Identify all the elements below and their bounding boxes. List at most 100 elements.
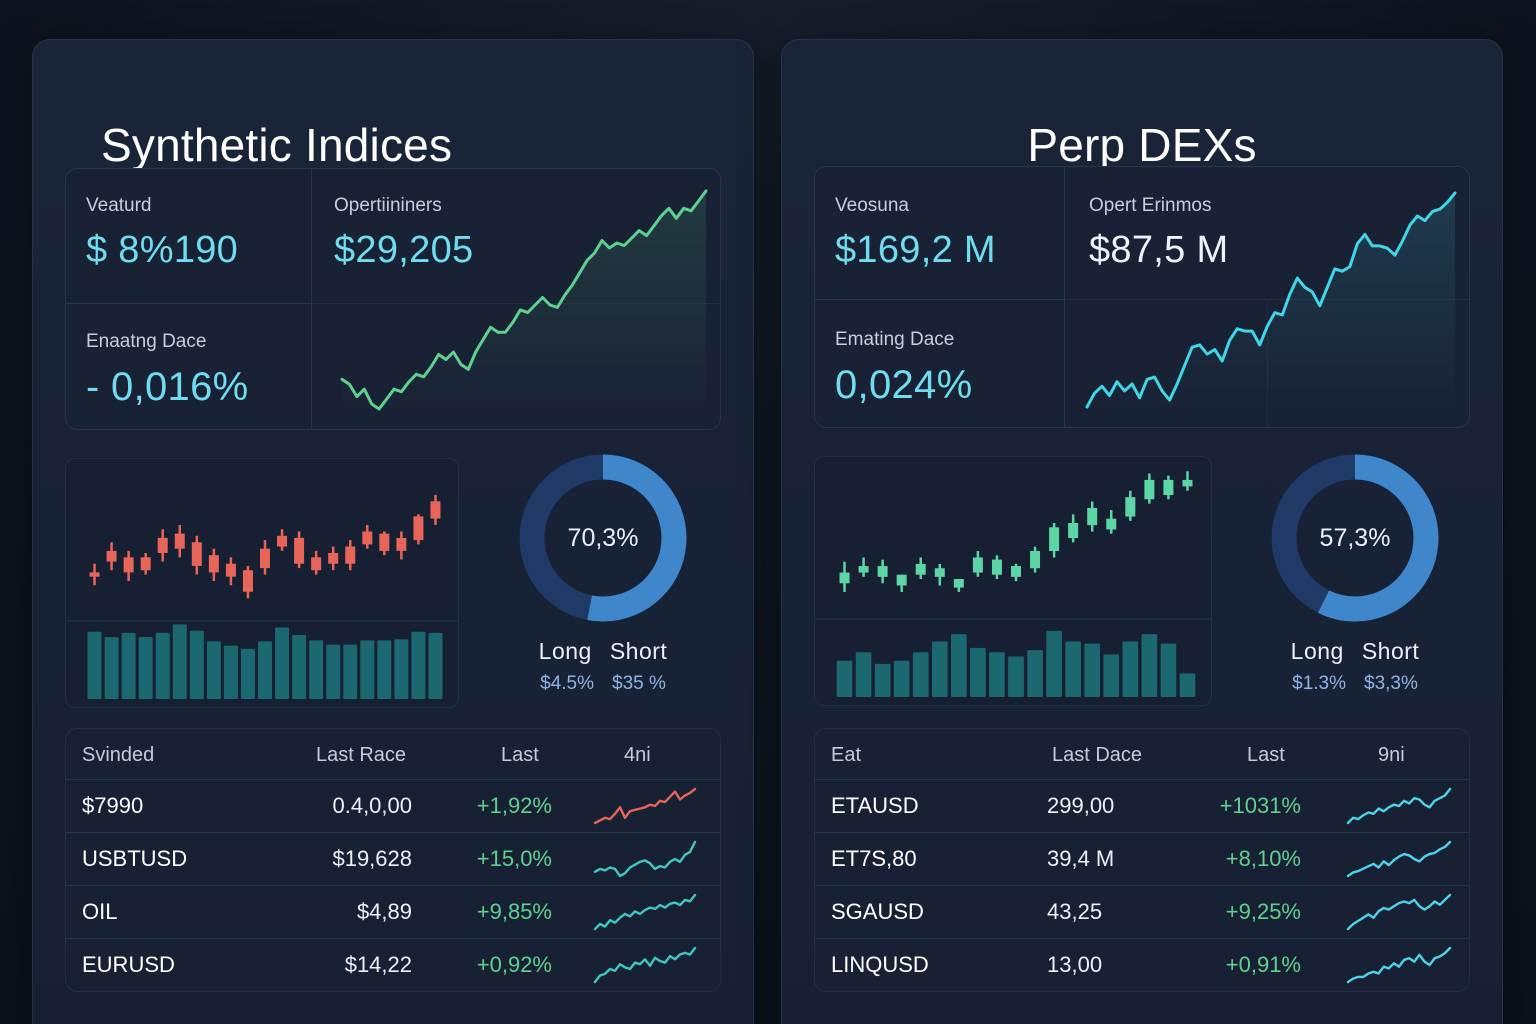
candle — [991, 555, 1002, 579]
candle-body — [839, 572, 850, 584]
donut-segment-long — [1271, 454, 1439, 622]
volume-bar — [360, 640, 375, 699]
volume-bar — [970, 647, 986, 697]
volume-bar — [189, 630, 204, 699]
price-candlestick-chart[interactable] — [814, 456, 1212, 706]
candle-body — [1030, 551, 1041, 569]
sparkline-path — [593, 787, 697, 825]
table-row[interactable]: EURUSD $14,22 +0,92% — [66, 938, 720, 991]
candle — [379, 531, 390, 556]
volume-bar — [1160, 643, 1177, 697]
sparkline-path — [593, 840, 697, 878]
candle — [934, 563, 945, 586]
symbol: OIL — [82, 899, 118, 924]
candle — [413, 514, 424, 545]
long-short-ratio: 70,3% Long Short $4.5% $35 % — [503, 453, 703, 713]
candle-body — [294, 537, 305, 564]
candle — [1144, 473, 1155, 504]
funding-rate-label: Emating Dace — [835, 329, 955, 350]
header-sparkline[interactable]: 4ni — [624, 744, 651, 766]
long-label: Long — [1290, 638, 1344, 664]
header-symbol[interactable]: Svinded — [82, 744, 155, 766]
volume-bar — [1027, 650, 1043, 697]
volume-bar — [836, 660, 853, 697]
header-last-price[interactable]: Last Race — [316, 744, 407, 766]
candle — [1011, 563, 1021, 582]
candle-body — [953, 579, 964, 588]
volume-bar — [428, 632, 443, 699]
candle-body — [140, 557, 151, 571]
sparkline — [593, 787, 697, 825]
change: +0,92% — [476, 952, 552, 977]
header-change[interactable]: Last — [501, 744, 539, 766]
candle-body — [1144, 479, 1155, 500]
volume-bar — [874, 663, 891, 697]
donut-segment-long — [519, 454, 687, 622]
candle-body — [208, 555, 219, 573]
funding-rate-stat: Emating Dace 0,024% — [835, 329, 972, 408]
divider — [815, 299, 1064, 300]
table-row[interactable]: LINQUSD 13,00 +0,91% — [815, 938, 1469, 991]
symbol: $7990 — [82, 793, 144, 818]
price-candlestick-chart[interactable] — [65, 458, 459, 708]
long-value: $1.3% — [1292, 673, 1346, 694]
candle — [1106, 510, 1117, 534]
long-short-legend: Long Short $1.3% $3,3% — [1255, 638, 1455, 695]
last-price: $14,22 — [344, 952, 412, 977]
table-row[interactable]: USBTUSD $19,628 +15,0% — [66, 832, 720, 885]
volume-bar — [206, 641, 221, 699]
candle — [396, 531, 407, 560]
donut-center-label: 70,3% — [567, 523, 639, 552]
symbol: LINQUSD — [831, 952, 929, 977]
open-interest-label: Opert Erinmos — [1089, 195, 1212, 216]
candle — [191, 535, 202, 575]
header-symbol[interactable]: Eat — [831, 744, 862, 766]
funding-rate-stat: Enaatng Dace - 0,016% — [86, 331, 249, 410]
volume-value: $ 8%190 — [86, 229, 239, 271]
table-row[interactable]: $7990 0.4,0,00 +1,92% — [66, 779, 720, 832]
candle-body — [242, 570, 253, 592]
candle — [140, 553, 151, 575]
market-stats-card: Veosuna $169,2 M Opert Erinmos $87,5 M E… — [814, 166, 1470, 428]
header-sparkline[interactable]: 9ni — [1378, 744, 1405, 766]
header-change[interactable]: Last — [1247, 744, 1285, 766]
volume-bar — [1141, 634, 1158, 697]
change: +1031% — [1219, 793, 1301, 818]
candle-body — [311, 557, 322, 571]
candle-body — [260, 548, 270, 569]
table-row[interactable]: ET7S,80 39,4 M +8,10% — [815, 832, 1469, 885]
candlestick-svg — [66, 494, 458, 699]
funding-rate-value: - 0,016% — [86, 365, 249, 409]
table-row[interactable]: ETAUSD 299,00 +1031% — [815, 779, 1469, 832]
candle-body — [328, 553, 339, 564]
sparkline-path — [1346, 840, 1452, 878]
candle — [430, 494, 441, 525]
table-row[interactable]: OIL $4,89 +9,85% — [66, 885, 720, 938]
change: +9,85% — [476, 899, 552, 924]
open-interest-label: Opertiininers — [334, 195, 442, 216]
short-value: $3,3% — [1364, 673, 1418, 694]
volume-bar — [989, 652, 1005, 697]
last-price: $4,89 — [356, 899, 412, 924]
candle — [157, 529, 168, 562]
candle-body — [991, 559, 1002, 575]
last-price: 0.4,0,00 — [332, 793, 412, 818]
volume-bar — [292, 635, 307, 699]
table-row[interactable]: SGAUSD 43,25 +9,25% — [815, 885, 1469, 938]
candle-body — [1011, 566, 1021, 577]
candle-body — [123, 557, 134, 573]
volume-bar — [1046, 630, 1062, 697]
candle-body — [89, 572, 100, 577]
volume-stat: Veosuna $169,2 M — [835, 195, 996, 272]
table-header-row: Svinded Last Race Last 4ni — [66, 729, 720, 782]
volume-bar — [343, 644, 358, 699]
candle-body — [396, 537, 407, 551]
candle-body — [1049, 527, 1060, 551]
candle-body — [934, 568, 945, 577]
long-short-legend: Long Short $4.5% $35 % — [503, 638, 703, 695]
candle-body — [877, 566, 888, 577]
candle-body — [1182, 479, 1193, 487]
header-last-price[interactable]: Last Dace — [1052, 744, 1143, 766]
short-value: $35 % — [612, 673, 666, 694]
open-interest-stat: Opert Erinmos $87,5 M — [1089, 195, 1228, 272]
